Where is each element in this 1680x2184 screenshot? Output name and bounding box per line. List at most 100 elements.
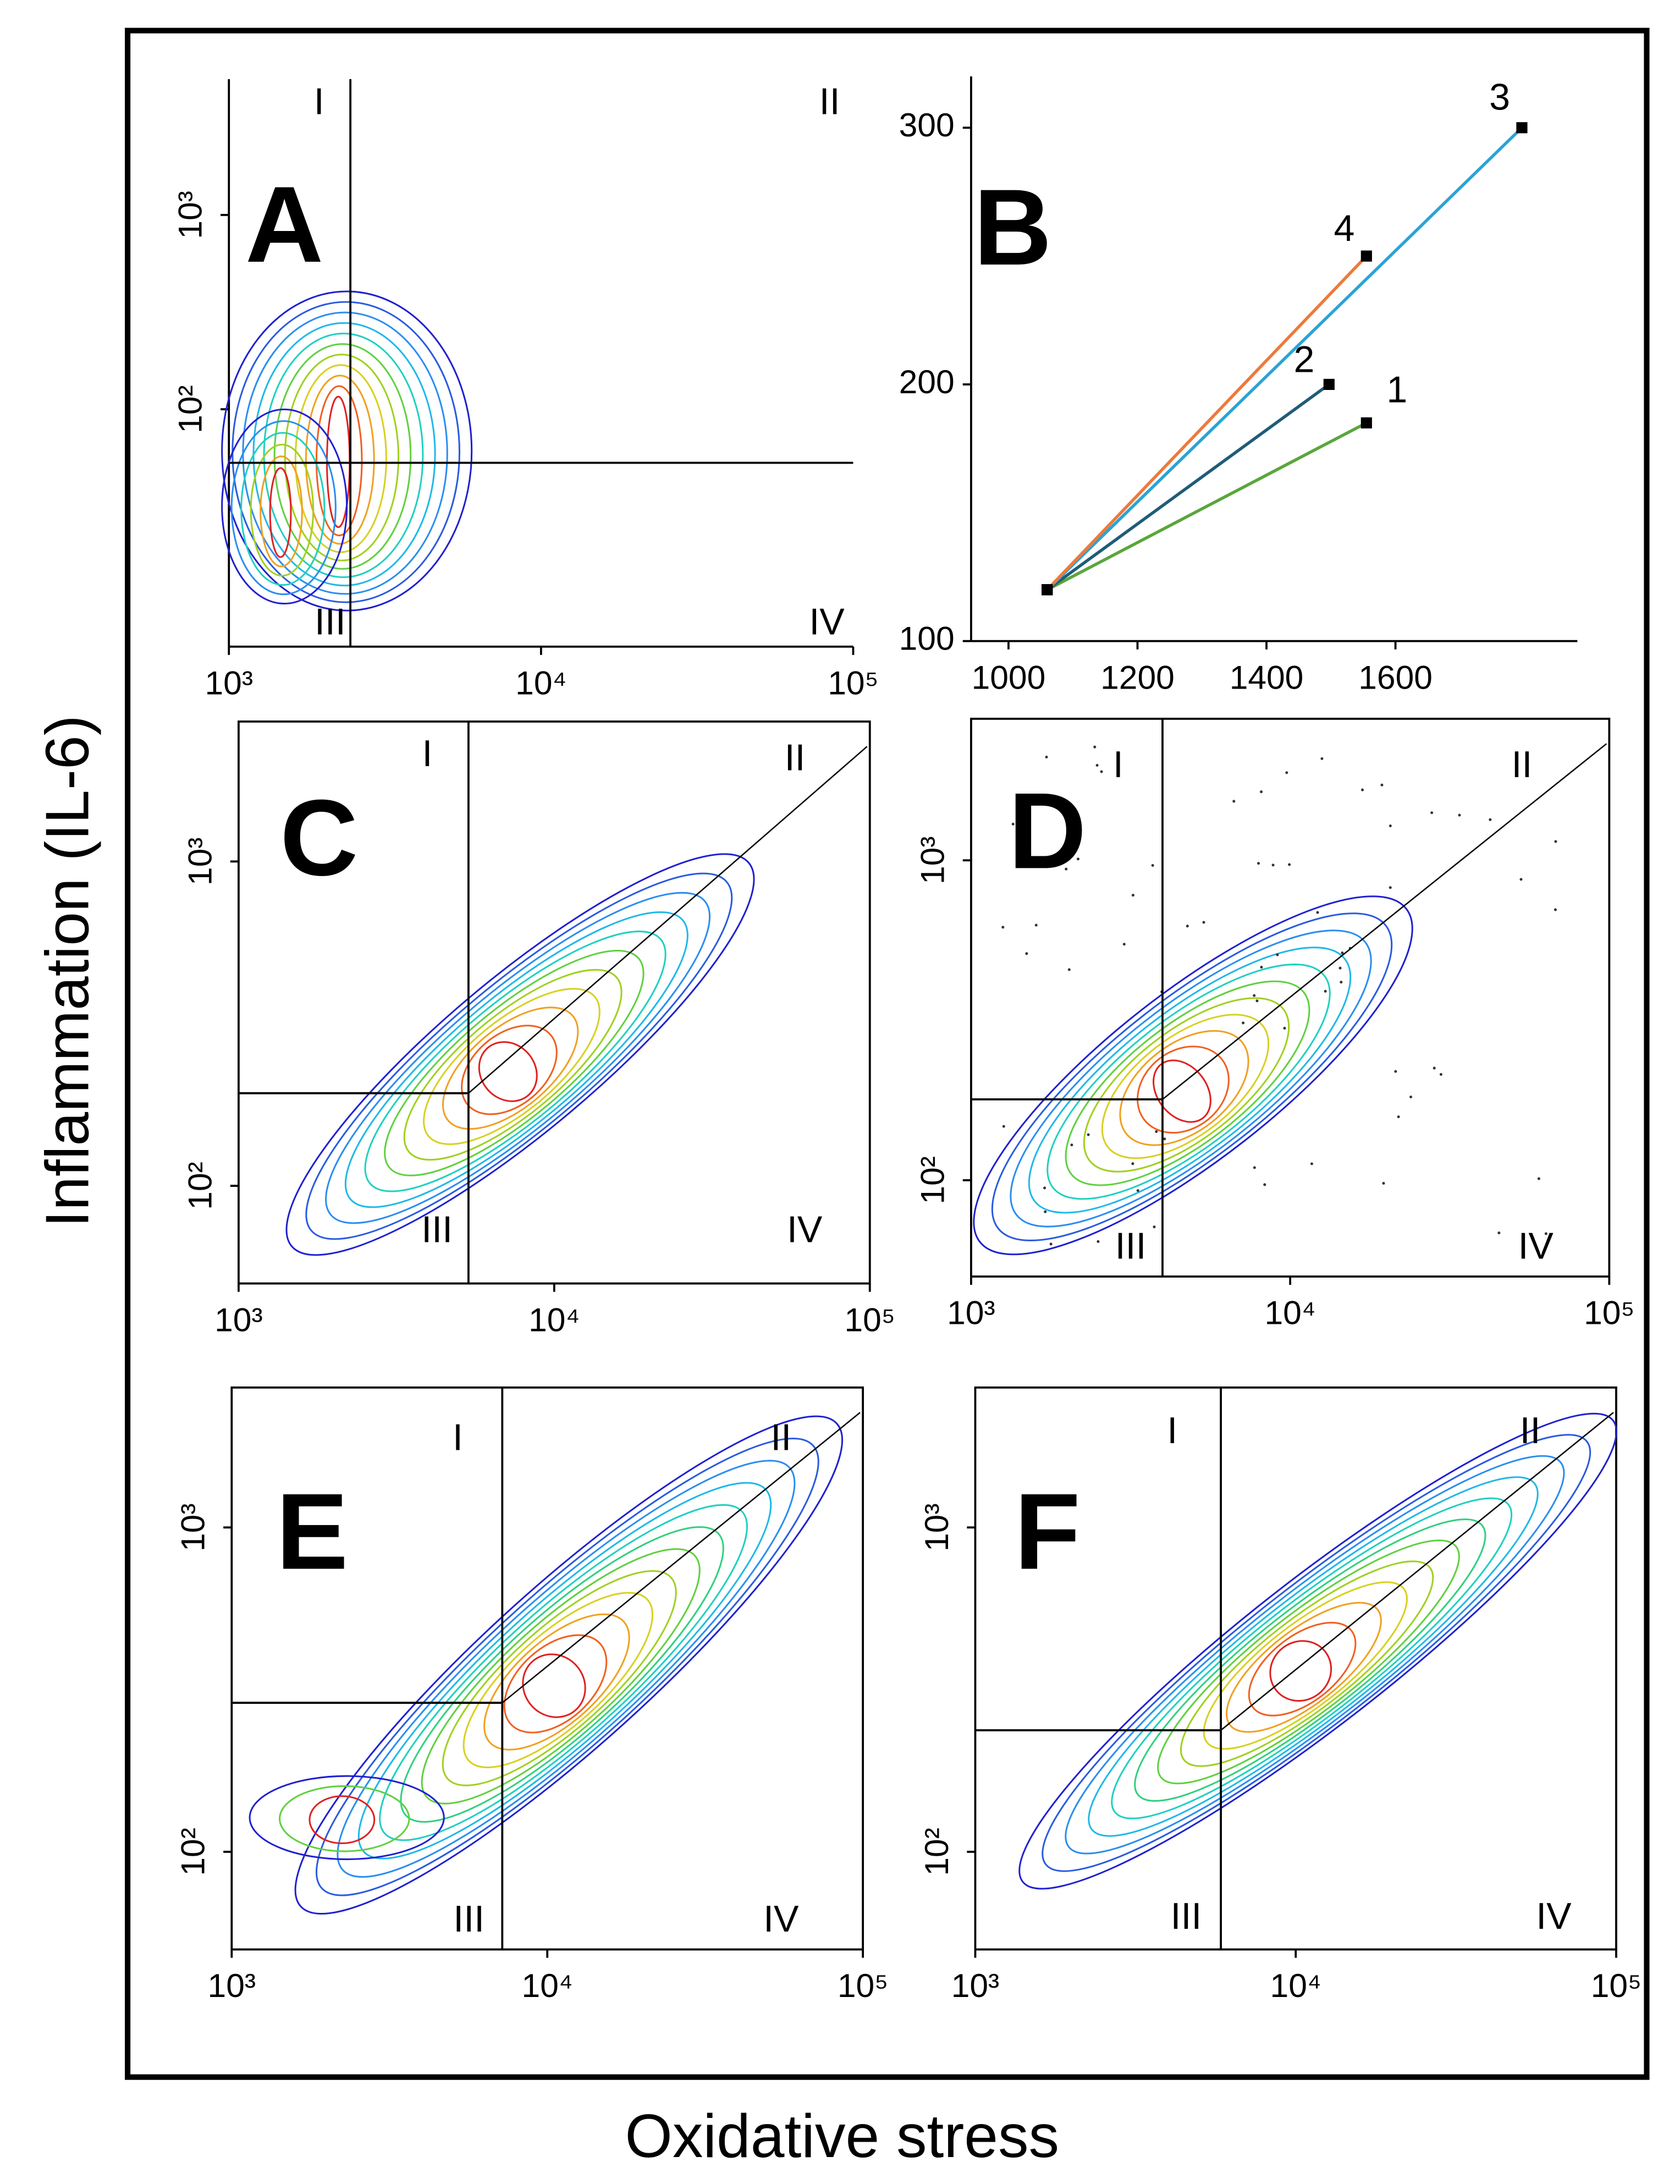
event-dot	[1025, 952, 1028, 955]
event-dot	[1067, 968, 1071, 971]
event-dot	[1285, 771, 1288, 774]
contour	[421, 1548, 701, 1805]
event-dot	[1002, 1125, 1005, 1128]
contour	[973, 895, 1413, 1256]
event-dot	[1439, 1072, 1442, 1076]
event-dot	[1340, 981, 1343, 984]
event-dot	[1034, 923, 1038, 927]
contour	[269, 467, 292, 558]
data-point	[1042, 584, 1053, 596]
panel-letter: D	[1009, 770, 1087, 891]
event-dot	[1430, 811, 1434, 815]
contour	[442, 1006, 579, 1130]
x-tick-label: 10⁵	[838, 1967, 888, 2004]
x-tick-label: 10⁵	[845, 1301, 895, 1338]
event-dot	[1263, 1183, 1266, 1186]
event-dot	[1163, 1137, 1166, 1141]
contour	[478, 1041, 538, 1102]
event-dot	[1433, 1066, 1436, 1070]
contour	[309, 1795, 376, 1845]
series-label: 2	[1293, 339, 1314, 381]
contour	[273, 343, 412, 570]
contour	[379, 1504, 748, 1841]
contour	[1042, 1434, 1591, 1872]
contour	[252, 322, 436, 587]
event-dot	[1136, 1189, 1139, 1192]
data-point	[1360, 417, 1372, 429]
trend-line	[1162, 743, 1607, 1100]
quadrant-label: I	[1167, 1410, 1177, 1451]
event-dot	[1131, 894, 1134, 897]
event-dot	[1122, 943, 1126, 946]
contour	[1119, 1030, 1249, 1146]
series-label: 4	[1334, 207, 1355, 249]
event-dot	[1341, 951, 1344, 955]
quadrant-label: III	[453, 1898, 484, 1940]
contour	[1137, 1046, 1230, 1134]
x-tick-label: 1400	[1230, 658, 1304, 696]
trend-line	[1220, 1412, 1614, 1731]
event-dot	[1271, 863, 1275, 867]
event-dot	[1257, 862, 1260, 865]
series-line	[1046, 255, 1368, 591]
panel-letter: C	[280, 777, 358, 898]
event-dot	[1076, 857, 1079, 861]
y-tick-label: 10³	[913, 837, 951, 885]
contour	[403, 969, 623, 1161]
contour	[305, 375, 375, 545]
event-dot	[1260, 790, 1263, 794]
event-dot	[1519, 878, 1523, 881]
x-tick-label: 1600	[1358, 658, 1433, 696]
x-tick-label: 1000	[972, 658, 1046, 696]
y-tick-label: 300	[899, 106, 955, 144]
quadrant-label: I	[1113, 744, 1123, 785]
event-dot	[1155, 1130, 1158, 1133]
contour	[1046, 964, 1331, 1200]
series-line	[1046, 126, 1523, 591]
event-dot	[1186, 925, 1189, 928]
event-dot	[1380, 783, 1384, 786]
contour	[315, 385, 363, 537]
contour	[400, 1526, 724, 1823]
contour	[357, 1482, 772, 1860]
contour	[221, 408, 348, 605]
contour	[1101, 1014, 1270, 1159]
contour	[384, 950, 645, 1176]
event-dot	[1253, 994, 1256, 997]
quadrant-label: IV	[809, 601, 845, 642]
contour	[305, 872, 733, 1240]
series-label: 1	[1386, 368, 1407, 410]
event-dot	[1320, 757, 1324, 760]
data-point	[1516, 122, 1528, 134]
event-dot	[1100, 770, 1103, 773]
contour	[1028, 947, 1352, 1214]
x-tick-label: 10³	[951, 1967, 999, 2004]
quadrant-label: II	[1520, 1410, 1541, 1451]
quadrant-label: III	[1115, 1225, 1147, 1267]
event-dot	[1389, 824, 1392, 828]
contour	[1269, 1640, 1332, 1702]
trend-line	[502, 1412, 861, 1704]
contour	[483, 1613, 630, 1751]
event-dot	[1409, 1095, 1413, 1099]
event-dot	[1011, 822, 1015, 826]
trend-line	[468, 746, 868, 1094]
contour	[284, 354, 400, 562]
contour	[1088, 1476, 1539, 1837]
y-tick-label: 10³	[172, 191, 209, 239]
event-dot	[1339, 966, 1342, 970]
event-dot	[1093, 745, 1097, 749]
contour	[221, 290, 473, 612]
event-dot	[1276, 953, 1279, 956]
event-dot	[1389, 886, 1392, 889]
y-tick-label: 10²	[913, 1156, 951, 1204]
series-label: 3	[1489, 76, 1510, 118]
contour	[503, 1634, 608, 1734]
quadrant-label: III	[421, 1208, 453, 1250]
event-dot	[1151, 863, 1154, 867]
event-dot	[1232, 800, 1236, 803]
event-dot	[1043, 1186, 1046, 1190]
quadrant-label: I	[422, 733, 433, 774]
y-tick-label: 100	[899, 620, 955, 657]
x-tick-label: 1200	[1100, 658, 1175, 696]
